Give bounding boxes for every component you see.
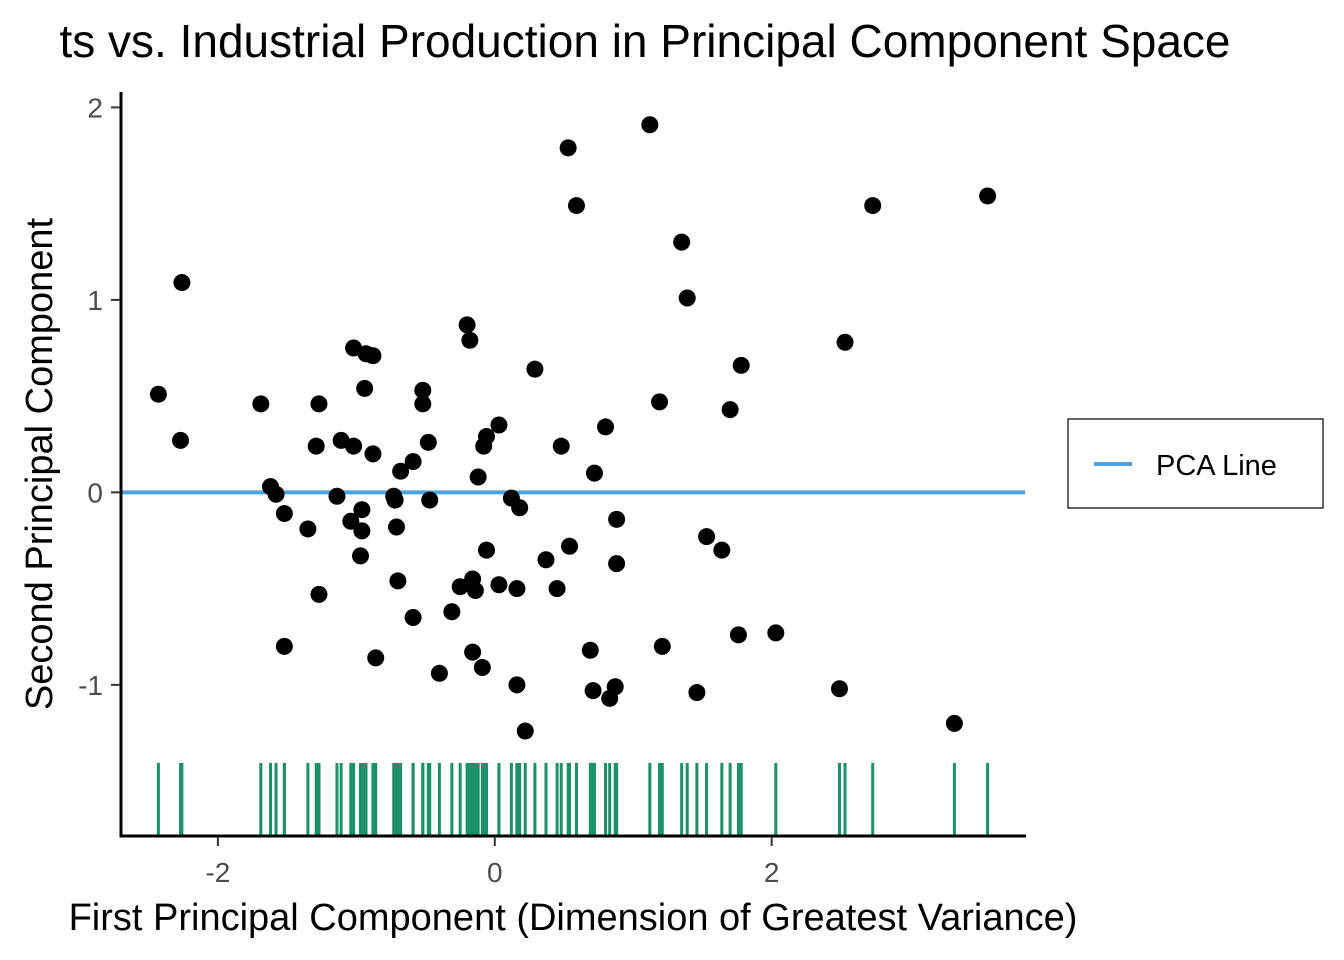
data-point xyxy=(721,401,739,419)
data-point xyxy=(345,437,363,455)
x-tick-label: -2 xyxy=(205,857,230,888)
data-point xyxy=(608,555,626,573)
y-axis-label: Second Principal Component xyxy=(19,217,61,710)
data-point xyxy=(597,418,615,436)
data-point xyxy=(473,659,491,677)
data-point xyxy=(173,274,191,292)
data-point xyxy=(392,462,410,480)
data-point xyxy=(458,316,476,334)
data-point xyxy=(526,360,544,378)
data-point xyxy=(511,499,529,517)
data-point xyxy=(466,582,484,600)
data-point xyxy=(584,682,602,700)
data-point xyxy=(508,676,526,694)
data-point xyxy=(688,684,706,702)
data-point xyxy=(608,510,626,528)
data-point xyxy=(275,505,293,523)
data-point xyxy=(252,395,270,413)
data-point xyxy=(836,333,854,351)
x-tick-label: 0 xyxy=(487,857,503,888)
data-point xyxy=(310,585,328,603)
data-point xyxy=(732,356,750,374)
points-layer xyxy=(149,116,997,740)
data-point xyxy=(421,491,439,509)
data-point xyxy=(581,641,599,659)
data-point xyxy=(477,428,495,446)
data-point xyxy=(548,580,566,598)
data-point xyxy=(567,197,585,215)
data-point xyxy=(508,580,526,598)
data-point xyxy=(606,678,624,696)
data-point xyxy=(328,487,346,505)
data-point xyxy=(387,518,405,536)
data-point xyxy=(172,431,190,449)
data-point xyxy=(414,381,432,399)
data-point xyxy=(404,453,422,471)
y-tick-label: -1 xyxy=(78,670,103,701)
data-point xyxy=(275,637,293,655)
data-point xyxy=(267,485,285,503)
data-point xyxy=(443,603,461,621)
data-point xyxy=(430,664,448,682)
data-point xyxy=(713,541,731,559)
data-point xyxy=(945,714,963,732)
data-point xyxy=(310,395,328,413)
data-point xyxy=(351,547,369,565)
data-point xyxy=(767,624,785,642)
data-point xyxy=(461,331,479,349)
x-ticks: -2 0 2 xyxy=(205,837,779,888)
data-point xyxy=(386,491,404,509)
data-point xyxy=(561,537,579,555)
data-point xyxy=(698,528,716,546)
data-point xyxy=(653,637,671,655)
data-point xyxy=(404,608,422,626)
data-point xyxy=(641,116,659,134)
data-point xyxy=(364,347,382,365)
data-point xyxy=(299,520,317,538)
y-tick-label: 1 xyxy=(87,285,103,316)
data-point xyxy=(673,233,691,251)
data-point xyxy=(559,139,577,157)
legend: PCA Line xyxy=(1067,418,1324,509)
y-ticks: -1 0 1 2 xyxy=(78,92,120,701)
data-point xyxy=(729,626,747,644)
data-point xyxy=(864,197,882,215)
data-point xyxy=(678,289,696,307)
data-point xyxy=(516,722,534,740)
data-point xyxy=(469,468,487,486)
data-point xyxy=(451,578,469,596)
data-point xyxy=(419,433,437,451)
data-point xyxy=(477,541,495,559)
chart-title: ts vs. Industrial Production in Principa… xyxy=(59,15,1230,67)
data-point xyxy=(464,643,482,661)
data-point xyxy=(490,416,508,434)
data-point xyxy=(342,512,360,530)
data-point xyxy=(490,576,508,594)
data-point xyxy=(307,437,325,455)
legend-label-pca-line: PCA Line xyxy=(1156,450,1277,482)
data-point xyxy=(353,522,371,540)
data-point xyxy=(651,393,669,411)
rug-layer xyxy=(156,763,990,836)
y-tick-label: 0 xyxy=(87,477,103,508)
data-point xyxy=(149,385,167,403)
data-point xyxy=(353,501,371,519)
data-point xyxy=(979,187,997,205)
x-tick-label: 2 xyxy=(764,857,780,888)
data-point xyxy=(830,680,848,698)
data-point xyxy=(585,464,603,482)
data-point xyxy=(414,395,432,413)
data-point xyxy=(364,445,382,463)
data-point xyxy=(356,379,374,397)
data-point xyxy=(552,437,570,455)
x-axis-label: First Principal Component (Dimension of … xyxy=(69,897,1078,939)
data-point xyxy=(389,572,407,590)
data-point xyxy=(537,551,555,569)
y-tick-label: 2 xyxy=(87,92,103,123)
data-point xyxy=(367,649,385,667)
